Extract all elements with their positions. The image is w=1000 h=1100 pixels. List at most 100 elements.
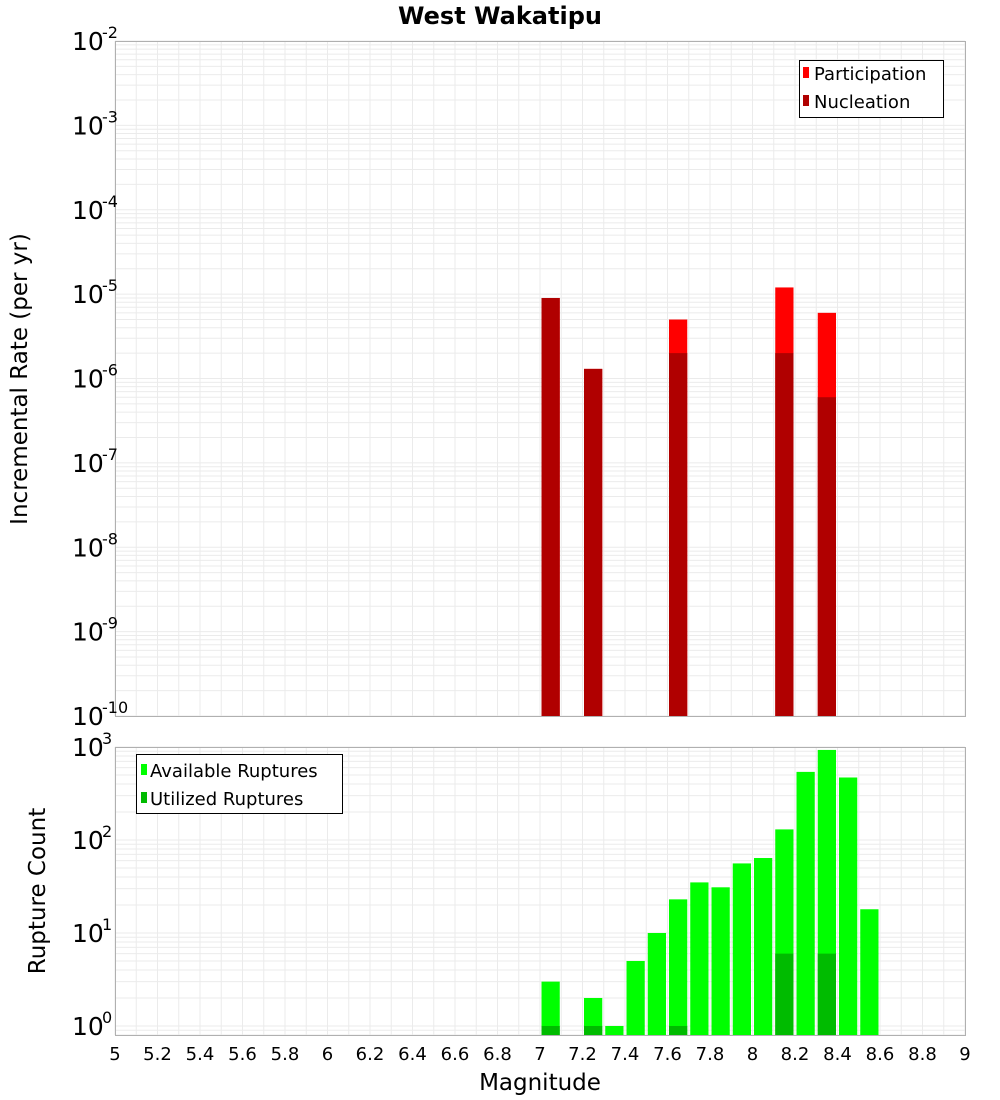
count-bar-available-ruptures	[605, 1025, 624, 1035]
nucleation-legend-label: Nucleation	[814, 92, 910, 113]
count-y-tick-exponent: 3	[102, 729, 112, 748]
x-axis-ticks: 5 5.2 5.4 5.6 5.8 6 6.2 6.4 6.6 6.8 7 7.2 7.4 7.6 7.8 8…	[109, 1044, 970, 1065]
rate-y-tick-label: 10-9	[72, 614, 118, 647]
x-tick-label: 6.6	[441, 1044, 470, 1065]
count-y-tick-base: 10	[72, 1012, 104, 1041]
x-axis-label: Magnitude	[479, 1070, 601, 1096]
x-tick-label: 7.4	[611, 1044, 640, 1065]
rate-y-tick-exponent: -3	[102, 107, 118, 126]
rate-bar-nucleation	[775, 353, 794, 716]
count-y-tick-exponent: 1	[102, 915, 112, 934]
count-legend: Available Ruptures Utilized Ruptures	[136, 754, 343, 814]
rate-y-tick-exponent: -9	[102, 614, 118, 633]
x-tick-label: 7.6	[653, 1044, 682, 1065]
chart-title: West Wakatipu	[398, 2, 602, 30]
rate-y-tick-label: 10-8	[72, 529, 118, 562]
count-y-tick-base: 10	[72, 733, 104, 762]
rate-panel-y-ticks: 10-210-310-410-510-610-710-810-910-10	[72, 23, 128, 731]
rate-y-tick-base: 10	[72, 196, 104, 225]
count-y-tick-label: 103	[72, 729, 112, 762]
rate-y-tick-exponent: -6	[102, 361, 118, 380]
rate-y-tick-base: 10	[72, 533, 104, 562]
count-bar-utilized-ruptures	[775, 953, 794, 1035]
rate-y-tick-exponent: -7	[102, 445, 118, 464]
rate-y-axis-label: Incremental Rate (per yr)	[7, 233, 33, 525]
rate-y-tick-label: 10-2	[72, 23, 118, 56]
count-y-tick-base: 10	[72, 919, 104, 948]
count-bar-available-ruptures	[732, 863, 751, 1035]
count-bar-available-ruptures	[860, 909, 879, 1035]
count-bar-available-ruptures	[669, 899, 688, 1035]
rate-y-tick-base: 10	[72, 449, 104, 478]
count-bar-available-ruptures	[584, 997, 603, 1035]
count-y-tick-base: 10	[72, 826, 104, 855]
count-bar-available-ruptures	[754, 858, 773, 1035]
rate-y-tick-exponent: -10	[102, 698, 128, 717]
rate-bar-nucleation	[817, 397, 836, 716]
x-tick-label: 6.2	[356, 1044, 385, 1065]
x-tick-label: 6.4	[398, 1044, 427, 1065]
x-tick-label: 9	[959, 1044, 970, 1065]
rate-bar-nucleation	[669, 353, 688, 716]
rate-y-tick-label: 10-4	[72, 192, 118, 225]
count-bar-available-ruptures	[647, 932, 666, 1035]
participation-swatch	[803, 67, 809, 78]
rate-y-tick-base: 10	[72, 280, 104, 309]
count-bar-utilized-ruptures	[541, 1025, 560, 1035]
x-tick-label: 6	[322, 1044, 333, 1065]
x-tick-label: 7.2	[568, 1044, 597, 1065]
rate-y-tick-exponent: -2	[102, 23, 118, 42]
x-tick-label: 7.8	[696, 1044, 725, 1065]
rate-panel-frame	[115, 41, 966, 717]
x-tick-label: 8.6	[866, 1044, 895, 1065]
x-tick-label: 8.4	[823, 1044, 852, 1065]
rate-y-tick-base: 10	[72, 111, 104, 140]
x-tick-label: 5.2	[143, 1044, 172, 1065]
count-bar-available-ruptures	[796, 771, 815, 1035]
rate-panel-grid	[114, 40, 966, 717]
rate-legend-box	[799, 60, 944, 118]
count-bar-utilized-ruptures	[817, 953, 836, 1035]
count-y-tick-exponent: 2	[102, 822, 112, 841]
available-ruptures-swatch	[141, 764, 147, 775]
x-tick-label: 7	[534, 1044, 545, 1065]
rate-legend: Participation Nucleation	[799, 60, 944, 118]
rate-y-tick-base: 10	[72, 618, 104, 647]
count-y-tick-exponent: 0	[102, 1008, 112, 1027]
count-bar-available-ruptures	[690, 882, 709, 1035]
rate-y-tick-exponent: -5	[102, 276, 118, 295]
count-bar-utilized-ruptures	[669, 1025, 688, 1035]
rate-y-tick-base: 10	[72, 702, 104, 731]
count-y-axis-label: Rupture Count	[25, 808, 51, 974]
rate-y-tick-label: 10-3	[72, 107, 118, 140]
rate-y-tick-base: 10	[72, 27, 104, 56]
count-panel-bars	[541, 749, 879, 1035]
count-bar-available-ruptures	[711, 887, 730, 1035]
count-y-tick-label: 102	[72, 822, 112, 855]
count-bar-available-ruptures	[541, 981, 560, 1035]
x-tick-label: 8	[747, 1044, 758, 1065]
rate-bar-nucleation	[584, 368, 603, 716]
x-tick-label: 8.8	[908, 1044, 937, 1065]
rate-y-tick-exponent: -8	[102, 529, 118, 548]
participation-legend-label: Participation	[814, 64, 926, 85]
utilized-ruptures-swatch	[141, 792, 147, 803]
count-panel-frame	[115, 747, 966, 1036]
x-tick-label: 5	[109, 1044, 120, 1065]
count-bar-utilized-ruptures	[584, 1025, 603, 1035]
rate-panel: 10-210-310-410-510-610-710-810-910-10 In…	[7, 23, 966, 731]
rate-y-tick-base: 10	[72, 365, 104, 394]
available-ruptures-legend-label: Available Ruptures	[150, 761, 318, 782]
x-tick-label: 5.8	[271, 1044, 300, 1065]
x-tick-label: 8.2	[781, 1044, 810, 1065]
count-y-tick-label: 101	[72, 915, 112, 948]
nucleation-swatch	[803, 95, 809, 106]
x-tick-label: 5.6	[228, 1044, 257, 1065]
rate-y-tick-label: 10-7	[72, 445, 118, 478]
rate-bar-nucleation	[541, 297, 560, 716]
rate-y-tick-label: 10-6	[72, 361, 118, 394]
rate-panel-bars	[541, 287, 836, 716]
